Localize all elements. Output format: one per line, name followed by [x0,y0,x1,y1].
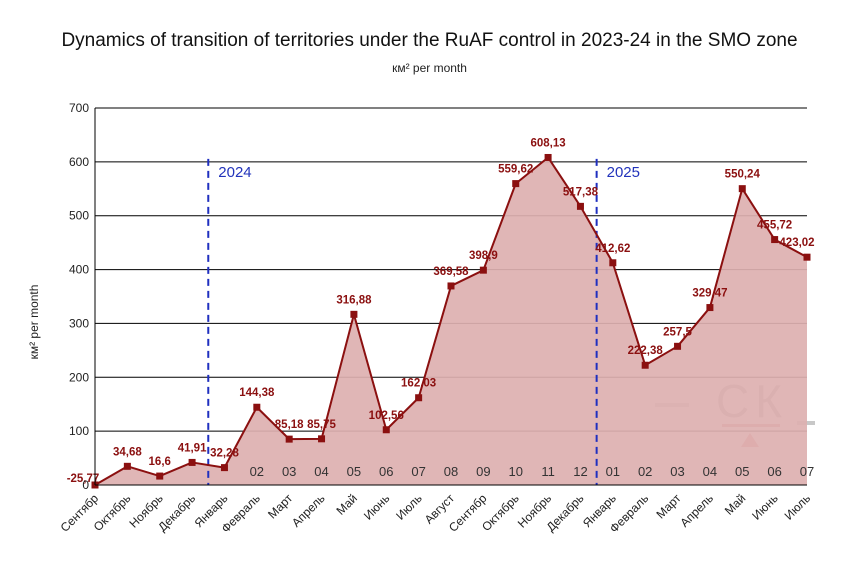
data-label: 85,18 [275,419,304,431]
data-label: 329,47 [692,288,727,300]
month-number: 01 [606,464,620,479]
data-label: 222,38 [628,345,664,357]
data-label: 559,62 [498,164,533,176]
y-tick-label: 0 [82,478,89,492]
series-line [91,153,811,489]
month-number: 08 [444,464,458,479]
x-tick-label: Июнь [361,491,392,522]
month-number: 05 [347,464,361,479]
y-tick-label: 100 [69,424,89,438]
data-label: 455,72 [757,220,792,232]
year-marker-label: 2024 [218,164,251,181]
month-number: 05 [735,464,749,479]
data-point [156,472,164,480]
data-label: 85,75 [307,419,336,431]
y-tick-label: 300 [69,316,89,330]
x-tick-label: Апрель [677,491,716,530]
data-point [512,180,520,188]
data-point [479,266,487,274]
y-tick-label: 200 [69,370,89,384]
data-point [123,462,131,470]
data-label: 517,38 [563,186,599,198]
month-numbers: 02 03 04 05 06 07 08 09 10 11 12 01 02 03 04 05 06 07 [250,464,815,479]
data-point [220,464,228,472]
data-label: 423,02 [779,237,814,249]
month-number: 06 [767,464,781,479]
area-fill [95,157,807,485]
x-tick-label: Июль [393,491,425,523]
month-number: 03 [282,464,296,479]
data-point [803,253,811,261]
y-tick-label: 400 [69,263,89,277]
month-number: 04 [314,464,328,479]
x-tick-label: Апрель [289,491,328,530]
month-number: 02 [638,464,652,479]
month-number: 04 [703,464,717,479]
month-number: 11 [541,464,555,479]
data-point [447,282,455,290]
data-label: 34,68 [113,446,142,458]
x-tick-label: Июль [782,491,814,523]
data-point [706,304,714,312]
month-number: 06 [379,464,393,479]
data-point [415,394,423,402]
y-tick-label: 700 [69,101,89,115]
data-label: 369,58 [433,266,469,278]
data-point [544,153,552,161]
data-point [188,458,196,466]
month-number: 09 [476,464,490,479]
x-tick-label: Май [334,491,361,518]
month-number: 12 [573,464,587,479]
data-point [771,236,779,244]
month-number: 10 [508,464,522,479]
x-tick-label: Май [722,491,749,518]
year-marker-label: 2025 [607,164,640,181]
data-point [253,403,261,411]
month-number: 07 [800,464,814,479]
data-point [738,185,746,193]
data-label: 550,24 [725,169,761,181]
data-label: 32,28 [210,448,239,460]
month-number: 07 [411,464,425,479]
data-label: 398,9 [469,250,498,262]
data-point [674,342,682,350]
data-point [576,202,584,210]
chart-subtitle: км² per month [392,61,467,75]
data-label: 608,13 [530,137,565,149]
data-point [609,259,617,267]
data-label: 16,6 [149,456,171,468]
data-label: 144,38 [239,387,275,399]
data-label: 162,03 [401,378,436,390]
y-tick-label: 500 [69,209,89,223]
data-point [285,435,293,443]
data-point [641,361,649,369]
data-point [350,310,358,318]
data-label: 257,5 [663,326,692,338]
y-tick-label: 600 [69,155,89,169]
month-number: 02 [250,464,264,479]
data-labels: -25,77 34,68 16,6 41,91 32,28 144,38 85,18 85,7… [67,137,815,485]
data-label: -25,77 [67,473,100,485]
chart-title: Dynamics of transition of territories un… [61,30,798,51]
data-label: 102,56 [369,410,404,422]
y-axis-label: км² per month [27,285,41,360]
year-markers: 2024 2025 [207,158,640,485]
data-label: 412,62 [595,243,630,255]
month-number: 03 [670,464,684,479]
data-point [382,426,390,434]
x-tick-label: Июнь [749,491,780,522]
data-label: 316,88 [336,294,372,306]
data-label: 41,91 [178,442,207,454]
data-point [318,435,326,443]
area-fill-path [95,157,807,485]
